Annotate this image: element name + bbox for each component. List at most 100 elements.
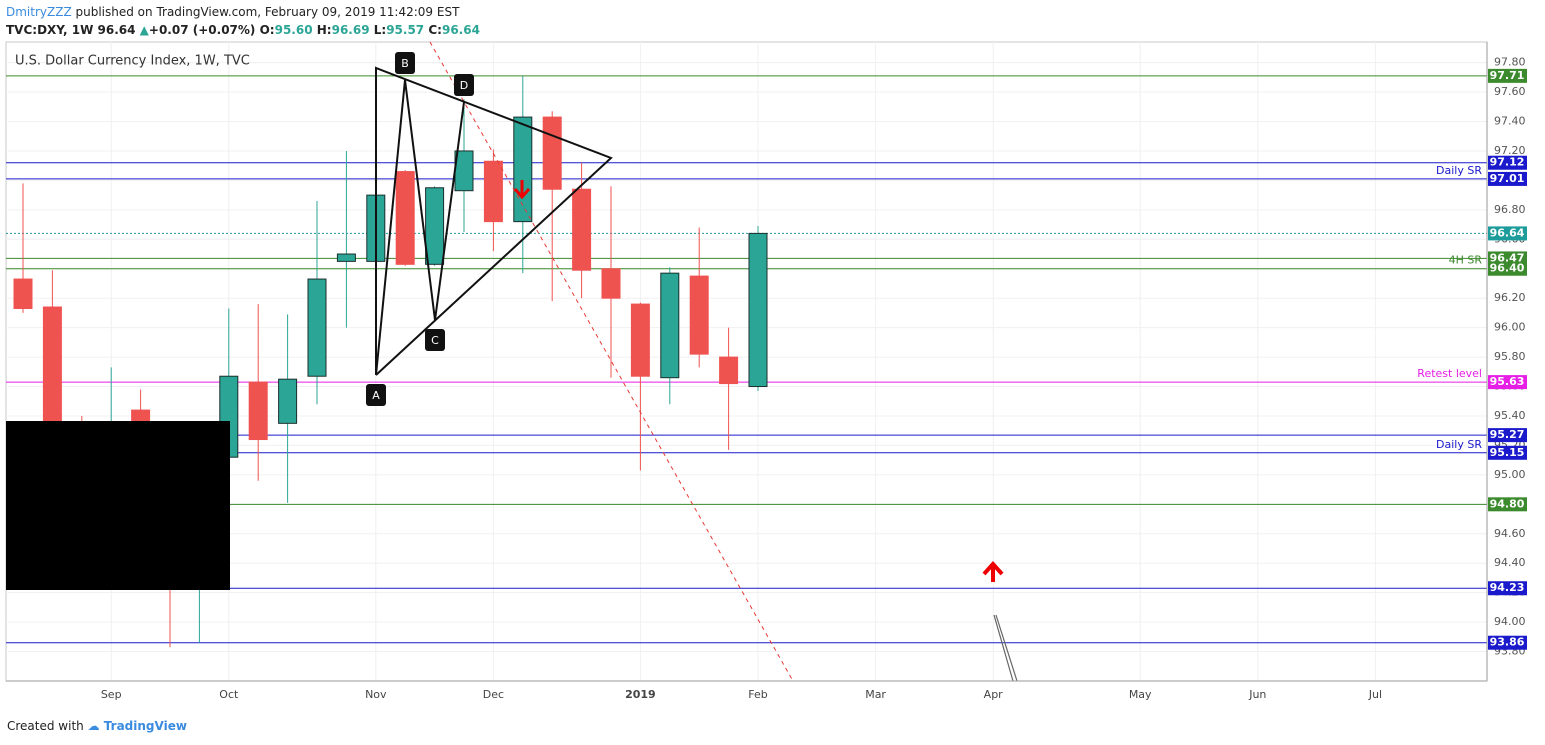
candle-body (307, 278, 327, 377)
y-tick-label: 97.20 (1494, 144, 1526, 157)
candle-body (660, 272, 680, 379)
x-tick-label: Sep (101, 688, 122, 701)
level-tag (1488, 155, 1527, 170)
redaction-box (6, 421, 230, 590)
candle-body (630, 303, 650, 377)
level-tag (1488, 581, 1527, 596)
candle-body (483, 160, 503, 223)
up-arrow (982, 561, 1004, 582)
y-tick-label: 96.80 (1494, 203, 1526, 216)
zigzag (375, 79, 465, 376)
annotations: A B C D (366, 52, 474, 406)
header: DmitryZZZ published on TradingView.com, … (6, 3, 480, 39)
trend-line (429, 41, 794, 682)
x-tick-label: Apr (984, 688, 1004, 701)
level-text: 4H SR (1449, 254, 1483, 267)
y-tick-label: 95.00 (1494, 468, 1526, 481)
x-tick-label: Jun (1248, 688, 1266, 701)
candle-body (42, 306, 62, 432)
level-text: Daily SR (1436, 164, 1482, 177)
x-tick-label: Dec (483, 688, 504, 701)
brand-name[interactable]: TradingView (103, 719, 187, 733)
l-label: L: (373, 23, 387, 37)
level-tag (1488, 375, 1527, 390)
published: published on TradingView.com, February 0… (75, 5, 460, 19)
y-tick-label: 97.60 (1494, 85, 1526, 98)
o-label: O: (259, 23, 275, 37)
point-label-box (366, 384, 386, 406)
level-tag-label: 97.71 (1490, 69, 1525, 82)
candle-body (278, 378, 298, 424)
y-tick-label: 96.20 (1494, 291, 1526, 304)
x-tick-label: Feb (748, 688, 767, 701)
level-tag (1488, 497, 1527, 512)
triangle (375, 66, 613, 376)
high: 96.69 (331, 23, 370, 37)
level-tag-label: 95.15 (1490, 446, 1525, 459)
y-tick-label: 96.00 (1494, 321, 1526, 334)
candle-body (13, 278, 33, 309)
y-tick-label: 95.40 (1494, 409, 1526, 422)
last: 96.64 (97, 23, 136, 37)
created-with: Created with (7, 719, 84, 733)
x-tick-label: May (1129, 688, 1152, 701)
chart: A B C D U.S. Dollar Currency Index, 1W, TVC… (5, 41, 1527, 701)
level-tag-label: 97.12 (1490, 156, 1525, 169)
author[interactable]: DmitryZZZ (6, 5, 72, 19)
level-tag (1488, 261, 1527, 276)
change: +0.07 (+0.07%) (148, 23, 256, 37)
candle-body (542, 116, 562, 190)
candle-body (425, 187, 445, 265)
footer: Created with ☁ TradingView (7, 719, 187, 733)
grid (6, 42, 1487, 681)
symbol: TVC:DXY, 1W (6, 23, 94, 37)
candle-body (748, 232, 768, 388)
x-tick-label: Mar (865, 688, 886, 701)
x-tick-label: Oct (219, 688, 239, 701)
chart-title: U.S. Dollar Currency Index, 1W, TVC (15, 54, 250, 69)
point-label: D (460, 79, 468, 92)
level-tag-label: 95.27 (1490, 428, 1525, 441)
plot-frame (5, 41, 1488, 682)
level-tag-label: 95.63 (1490, 375, 1525, 388)
down-arrow (513, 180, 531, 200)
level-tag-label: 94.80 (1490, 497, 1525, 510)
level-tag (1488, 68, 1527, 83)
level-text: Retest level (1417, 367, 1482, 380)
candle-body (395, 171, 415, 265)
change-arrow: ▲ (139, 23, 149, 37)
point-label: B (401, 57, 409, 70)
y-tick-label: 94.60 (1494, 527, 1526, 540)
y-tick-label: 97.80 (1494, 56, 1526, 69)
close: 96.64 (441, 23, 480, 37)
y-tick-label: 94.00 (1494, 615, 1526, 628)
level-tag (1488, 171, 1527, 186)
x-tick-label: Jul (1368, 688, 1382, 701)
level-tag-label: 97.01 (1490, 172, 1525, 185)
open: 95.60 (274, 23, 313, 37)
level-tag (1488, 445, 1527, 460)
c-label: C: (428, 23, 442, 37)
h-label: H: (316, 23, 332, 37)
y-tick-label: 97.40 (1494, 115, 1526, 128)
level-text: Daily SR (1436, 438, 1482, 451)
x-tick-label: Nov (365, 688, 387, 701)
level-tag (1488, 428, 1527, 443)
y-tick-label: 95.80 (1494, 350, 1526, 363)
brand[interactable]: ☁ TradingView (87, 719, 187, 733)
level-tag-label: 93.86 (1490, 636, 1525, 649)
point-label: C (431, 334, 439, 347)
candle-body (572, 188, 592, 271)
level-tag-label: 96.64 (1490, 226, 1525, 239)
candle-body (513, 116, 533, 223)
candle-body (248, 381, 268, 441)
y-tick-label: 94.40 (1494, 556, 1526, 569)
level-tag (1488, 226, 1527, 241)
level-tag-label: 96.47 (1490, 251, 1525, 264)
level-tag-label: 96.40 (1490, 262, 1525, 275)
point-label: A (372, 389, 380, 402)
gray-drawing (993, 614, 1018, 682)
x-tick-label: 2019 (625, 688, 656, 701)
level-tag-label: 94.23 (1490, 581, 1525, 594)
